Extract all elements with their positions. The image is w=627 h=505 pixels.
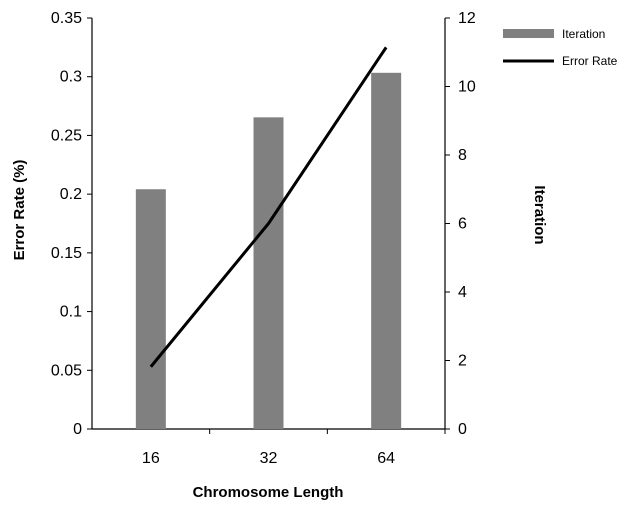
- x-tick-label: 32: [260, 450, 278, 467]
- x-ticks: 16 32 64: [142, 429, 446, 467]
- error-rate-line: [149, 46, 388, 368]
- left-tick-label: 0.1: [60, 304, 82, 321]
- iteration-bar: [135, 189, 166, 429]
- legend-swatch-iteration: [503, 29, 554, 38]
- left-tick-label: 0: [73, 421, 82, 438]
- right-tick-label: 4: [458, 284, 467, 301]
- left-y-axis-title: Error Rate (%): [11, 160, 28, 261]
- right-tick-label: 12: [458, 10, 476, 27]
- right-tick-label: 6: [458, 216, 467, 233]
- x-axis-title: Chromosome Length: [193, 484, 344, 501]
- right-tick-label: 8: [458, 147, 467, 164]
- left-tick-label: 0.05: [51, 362, 82, 379]
- left-tick-label: 0.35: [51, 10, 82, 27]
- right-y-ticks: 0 2 4 6 8 10 12: [445, 10, 476, 438]
- x-tick-label: 64: [377, 450, 395, 467]
- legend-label-error-rate: Error Rate: [562, 54, 618, 68]
- iteration-bars: [135, 72, 402, 430]
- left-y-ticks: 0 0.05 0.1 0.15 0.2 0.25 0.3 0.35: [51, 10, 92, 438]
- left-tick-label: 0.3: [60, 69, 82, 86]
- right-tick-label: 2: [458, 353, 467, 370]
- legend: Iteration Error Rate: [503, 27, 618, 68]
- right-y-axis-title: Iteration: [531, 185, 548, 244]
- left-tick-label: 0.2: [60, 186, 82, 203]
- iteration-bar: [253, 117, 284, 429]
- iteration-bar: [371, 72, 402, 430]
- right-tick-label: 0: [458, 421, 467, 438]
- left-tick-label: 0.15: [51, 245, 82, 262]
- left-tick-label: 0.25: [51, 127, 82, 144]
- legend-label-iteration: Iteration: [562, 27, 605, 41]
- right-tick-label: 10: [458, 79, 476, 96]
- error-rate-line-layer: [149, 46, 388, 368]
- x-tick-label: 16: [142, 450, 160, 467]
